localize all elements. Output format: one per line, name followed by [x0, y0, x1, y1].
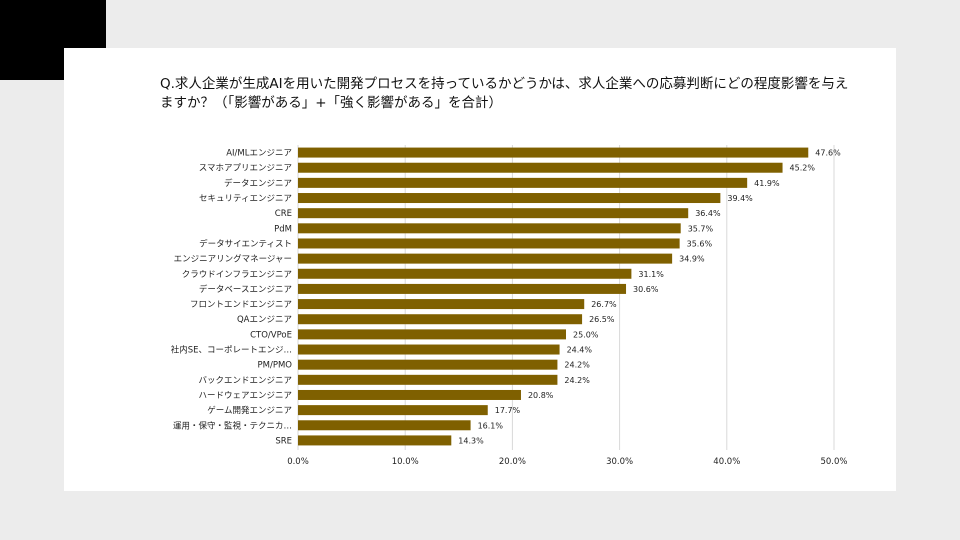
value-label: 30.6% — [633, 285, 659, 294]
value-label: 24.2% — [564, 361, 590, 370]
category-label: データベースエンジニア — [199, 284, 292, 295]
bar — [298, 359, 558, 370]
x-tick-label: 40.0% — [713, 457, 740, 467]
bar — [298, 420, 471, 431]
value-label: 36.4% — [695, 209, 721, 218]
category-label: データサイエンティスト — [199, 238, 292, 249]
value-label: 24.2% — [564, 376, 590, 385]
value-label: 35.7% — [688, 224, 714, 233]
category-label: バックエンドエンジニア — [198, 376, 292, 386]
bar — [298, 299, 585, 310]
category-label: エンジニアリングマネージャー — [174, 254, 292, 265]
category-label: ゲーム開発エンジニア — [207, 405, 292, 416]
bar — [298, 405, 488, 416]
category-label: クラウドインフラエンジニア — [182, 270, 292, 280]
bar — [298, 374, 558, 385]
bar — [298, 268, 632, 279]
category-label: CRE — [275, 209, 292, 219]
value-label: 26.5% — [589, 315, 615, 324]
value-label: 25.0% — [573, 330, 599, 339]
value-label: 45.2% — [790, 164, 816, 173]
category-label: セキュリティエンジニア — [199, 194, 292, 204]
bar — [298, 147, 809, 158]
category-label: QAエンジニア — [237, 315, 292, 325]
category-label: CTO/VPoE — [250, 330, 292, 340]
category-label: SRE — [275, 436, 292, 446]
bar — [298, 389, 521, 400]
value-label: 14.3% — [458, 436, 484, 445]
question-title: Q.求人企業が生成AIを用いた開発プロセスを持っているかどうかは、求人企業への応… — [160, 76, 849, 111]
bar — [298, 329, 566, 340]
category-label: データエンジニア — [224, 178, 292, 189]
labels: 0.0% 10.0% 20.0% 30.0% 40.0% 50.0% AI/MLエンジニア 4… — [171, 149, 848, 467]
bar — [298, 177, 748, 188]
bar — [298, 193, 721, 204]
category-label: AI/MLエンジニア — [226, 149, 292, 159]
value-label: 26.7% — [591, 300, 617, 309]
value-label: 31.1% — [638, 270, 664, 279]
category-label: スマホアプリエンジニア — [199, 164, 292, 174]
bars — [298, 147, 809, 446]
bar — [298, 283, 627, 294]
category-label: PM/PMO — [258, 361, 293, 371]
bar — [298, 314, 583, 325]
value-label: 41.9% — [754, 179, 780, 188]
value-label: 34.9% — [679, 255, 705, 264]
bar — [298, 208, 689, 219]
category-label: PdM — [274, 224, 292, 234]
value-label: 39.4% — [727, 194, 753, 203]
x-tick-label: 50.0% — [820, 457, 847, 467]
category-label: 社内SE、コーポレートエンジ… — [171, 345, 292, 356]
bar — [298, 435, 452, 446]
value-label: 20.8% — [528, 391, 554, 400]
value-label: 35.6% — [687, 239, 713, 248]
bar — [298, 253, 673, 264]
bar — [298, 223, 681, 234]
x-tick-label: 30.0% — [606, 457, 633, 467]
x-tick-label: 20.0% — [499, 457, 526, 467]
bar — [298, 162, 783, 173]
x-tick-label: 0.0% — [287, 457, 309, 467]
bar — [298, 344, 560, 355]
value-label: 16.1% — [478, 421, 504, 430]
value-label: 24.4% — [567, 346, 593, 355]
category-label: フロントエンドエンジニア — [190, 300, 292, 310]
grid-layer — [297, 145, 835, 450]
x-tick-label: 10.0% — [392, 457, 419, 467]
value-label: 17.7% — [495, 406, 521, 415]
value-label: 47.6% — [815, 149, 841, 158]
category-label: ハードウェアエンジニア — [198, 391, 292, 401]
bar — [298, 238, 680, 249]
category-label: 運用・保守・監視・テクニカ… — [173, 420, 292, 431]
